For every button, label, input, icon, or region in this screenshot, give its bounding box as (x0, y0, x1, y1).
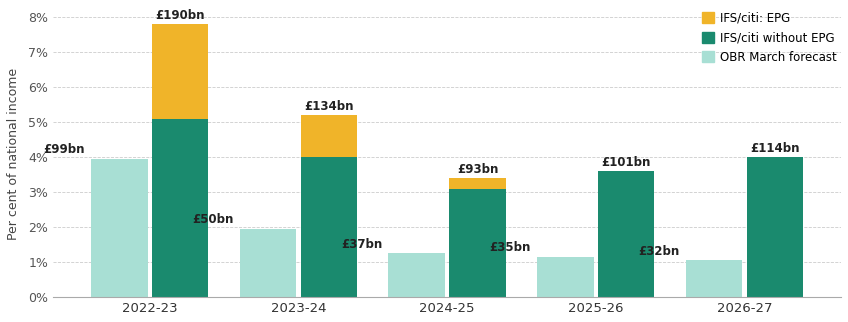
Bar (388, 253, 445, 297)
Bar (449, 178, 505, 189)
Text: £93bn: £93bn (457, 163, 499, 175)
Text: £190bn: £190bn (155, 8, 205, 22)
Bar (686, 260, 742, 297)
Text: £37bn: £37bn (341, 238, 382, 251)
Text: £101bn: £101bn (601, 156, 651, 169)
Text: £134bn: £134bn (304, 99, 354, 113)
Bar (301, 157, 357, 297)
Bar (240, 229, 296, 297)
Bar (91, 159, 148, 297)
Y-axis label: Per cent of national income: Per cent of national income (7, 68, 20, 240)
Bar (449, 189, 505, 297)
Legend: IFS/citi: EPG, IFS/citi without EPG, OBR March forecast: IFS/citi: EPG, IFS/citi without EPG, OBR… (697, 7, 841, 69)
Text: £35bn: £35bn (489, 242, 531, 254)
Bar (152, 24, 209, 118)
Text: £99bn: £99bn (43, 143, 85, 156)
Bar (537, 257, 594, 297)
Text: £32bn: £32bn (639, 245, 680, 258)
Text: £50bn: £50bn (192, 213, 234, 226)
Bar (746, 157, 803, 297)
Bar (152, 118, 209, 297)
Bar (301, 115, 357, 157)
Text: £114bn: £114bn (750, 142, 800, 155)
Bar (598, 171, 655, 297)
